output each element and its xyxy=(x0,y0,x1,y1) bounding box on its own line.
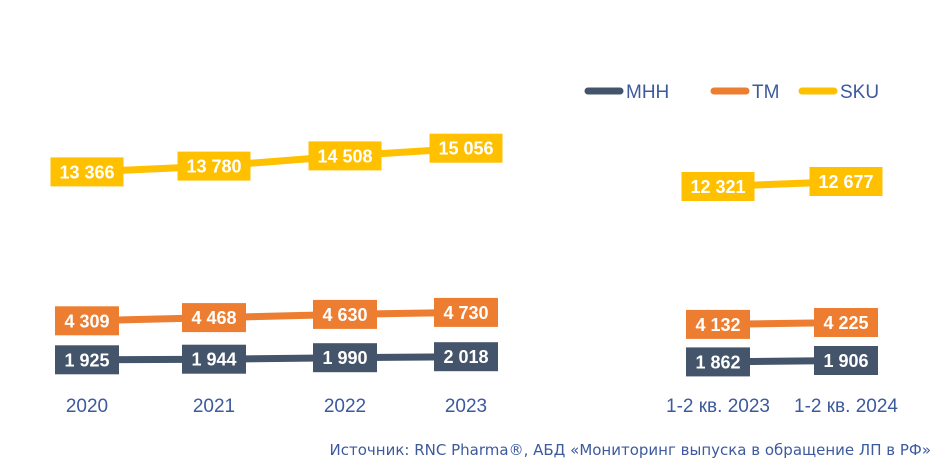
data-label-text: 2 018 xyxy=(443,347,488,367)
data-label-text: 1 990 xyxy=(322,348,367,368)
legend: МНН ТМ SKU xyxy=(584,82,879,103)
legend-label: МНН xyxy=(626,82,669,103)
data-label-text: 1 862 xyxy=(695,352,740,372)
data-label: 13 366 xyxy=(50,157,124,187)
x-tick-label: 2020 xyxy=(66,396,108,417)
data-label-box xyxy=(429,133,503,163)
data-label-text: 12 677 xyxy=(818,172,873,192)
data-label: 1 906 xyxy=(814,346,878,375)
data-label: 4 225 xyxy=(814,308,878,337)
data-label: 4 468 xyxy=(182,303,246,333)
data-label-box xyxy=(50,157,124,187)
data-label-text: 1 944 xyxy=(191,350,236,370)
data-label-box xyxy=(814,308,878,337)
data-label-box xyxy=(809,167,883,196)
data-label: 4 309 xyxy=(55,306,119,336)
data-label-text: 15 056 xyxy=(438,139,493,159)
legend-item: МНН xyxy=(584,82,669,103)
legend-item: SKU xyxy=(798,82,879,103)
series-line-0-group-0 xyxy=(83,353,470,364)
data-label-text: 14 508 xyxy=(317,146,372,166)
data-label-text: 4 225 xyxy=(823,313,868,333)
legend-item: ТМ xyxy=(710,82,779,103)
data-label-box xyxy=(177,151,251,181)
x-tick-label: 1-2 кв. 2023 xyxy=(666,396,770,417)
x-tick-label: 1-2 кв. 2024 xyxy=(794,396,898,417)
data-label-text: 4 309 xyxy=(64,311,109,331)
data-label: 4 730 xyxy=(434,297,498,327)
data-label-box xyxy=(434,297,498,327)
data-label: 4 132 xyxy=(686,309,750,339)
data-label-text: 4 468 xyxy=(191,308,236,328)
data-label: 15 056 xyxy=(429,133,503,163)
data-label-text: 13 366 xyxy=(59,162,114,182)
x-tick-label: 2023 xyxy=(445,396,487,417)
data-label-box xyxy=(686,309,750,339)
data-label-box xyxy=(434,342,498,372)
data-label-box xyxy=(182,303,246,333)
data-label: 14 508 xyxy=(308,141,382,171)
data-label-text: 1 925 xyxy=(64,350,109,370)
data-label: 2 018 xyxy=(434,342,498,372)
data-label-box xyxy=(686,347,750,377)
data-label-box xyxy=(55,306,119,336)
data-label-text: 12 321 xyxy=(690,177,745,197)
series-line-2-group-0 xyxy=(83,144,470,176)
source-note: Источник: RNC Pharma®, АБД «Мониторинг в… xyxy=(329,441,931,459)
data-label: 13 780 xyxy=(177,151,251,181)
data-label-text: 1 906 xyxy=(823,351,868,371)
data-label-box xyxy=(313,343,377,373)
x-tick-label: 2022 xyxy=(324,396,366,417)
data-label: 12 677 xyxy=(809,167,883,196)
data-label-box xyxy=(182,344,246,374)
data-label-box xyxy=(814,346,878,375)
data-label: 1 862 xyxy=(686,347,750,377)
data-label: 1 990 xyxy=(313,343,377,373)
data-label-text: 4 132 xyxy=(695,315,740,335)
legend-label: ТМ xyxy=(752,82,779,103)
data-label-box xyxy=(308,141,382,171)
data-label-box xyxy=(681,172,755,201)
data-label: 1 925 xyxy=(55,345,119,375)
data-label: 12 321 xyxy=(681,172,755,201)
data-label-text: 4 630 xyxy=(322,305,367,325)
data-label-box xyxy=(55,345,119,375)
data-label-text: 4 730 xyxy=(443,303,488,323)
series-line-1-group-0 xyxy=(83,308,470,325)
legend-label: SKU xyxy=(840,82,879,103)
data-label-box xyxy=(313,299,377,329)
x-tick-label: 2021 xyxy=(193,396,235,417)
data-label-text: 13 780 xyxy=(186,157,241,177)
data-label: 4 630 xyxy=(313,299,377,329)
data-label: 1 944 xyxy=(182,344,246,374)
